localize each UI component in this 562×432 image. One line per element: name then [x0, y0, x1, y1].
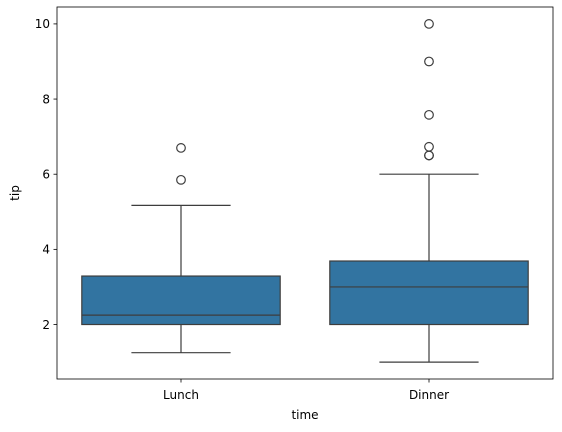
y-tick-label: 6	[42, 168, 50, 182]
y-axis-label: tip	[8, 185, 22, 201]
outlier-point	[176, 143, 186, 153]
x-axis: Lunch Dinner	[163, 379, 449, 402]
plot-frame	[56, 6, 554, 380]
x-axis-label: time	[291, 408, 318, 422]
y-tick-label: 4	[42, 243, 50, 257]
outlier-point	[424, 141, 434, 152]
x-tick-label: Lunch	[163, 388, 199, 402]
box-group-dinner	[329, 19, 529, 363]
y-tick-label: 10	[35, 17, 50, 31]
outlier-point	[176, 174, 186, 185]
box-group-lunch	[81, 143, 281, 354]
y-axis: 2 4 6 8 10	[35, 17, 57, 332]
boxes-layer	[81, 19, 529, 363]
outlier-point	[424, 19, 434, 29]
x-tick-label: Dinner	[409, 388, 449, 402]
y-tick-label: 2	[42, 318, 50, 332]
y-tick-label: 8	[42, 92, 50, 106]
iqr-box	[329, 260, 529, 326]
outlier-point	[424, 56, 434, 67]
outlier-point	[424, 150, 434, 161]
outlier-point	[424, 109, 434, 120]
iqr-box	[81, 275, 281, 326]
